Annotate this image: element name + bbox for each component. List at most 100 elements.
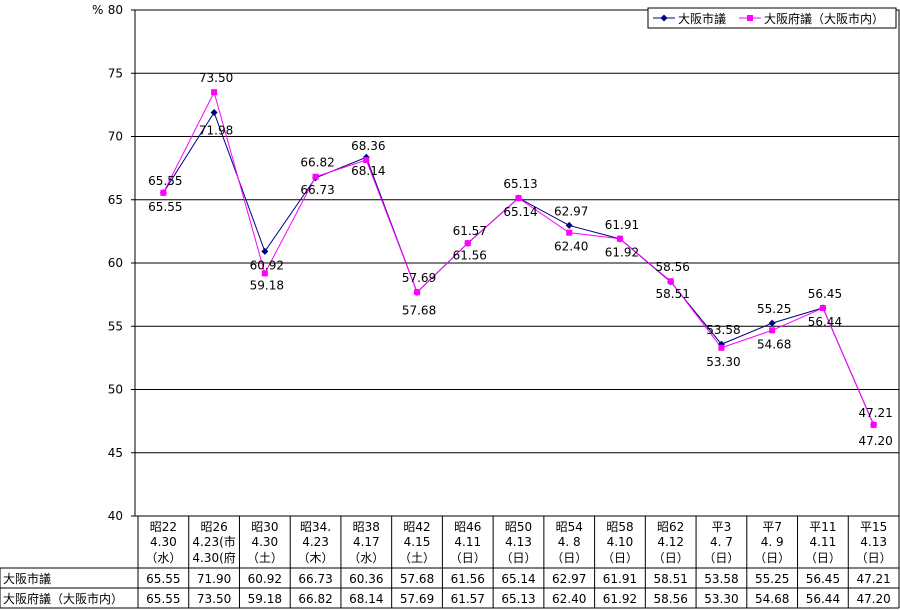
- category-label: （日）: [703, 551, 739, 565]
- y-tick-label: 65: [108, 193, 123, 207]
- data-label: 54.68: [757, 337, 791, 351]
- table-cell: 47.20: [856, 592, 890, 606]
- category-label: 昭58: [606, 520, 633, 534]
- category-label: 4.10: [607, 535, 634, 549]
- table-cell: 60.36: [349, 572, 383, 586]
- y-tick-label: 60: [108, 256, 123, 270]
- category-label: （水）: [145, 551, 181, 565]
- data-point-diamond: [565, 221, 573, 229]
- data-label: 68.14: [351, 164, 385, 178]
- table-cell: 53.58: [704, 572, 738, 586]
- table-cell: 53.30: [704, 592, 738, 606]
- data-point-square: [211, 89, 218, 96]
- data-point-square: [515, 195, 522, 202]
- category-label: 4.15: [404, 535, 431, 549]
- legend-swatch-square: [747, 15, 753, 21]
- category-label: （日）: [805, 551, 841, 565]
- data-label: 56.45: [808, 287, 842, 301]
- category-label: （日）: [500, 551, 536, 565]
- table-cell: 57.68: [400, 572, 434, 586]
- category-label: 平7: [762, 520, 782, 534]
- table-cell: 71.90: [197, 572, 231, 586]
- category-label: （土）: [247, 551, 283, 565]
- data-label: 58.51: [656, 287, 690, 301]
- data-point-square: [363, 157, 370, 164]
- y-unit-label: %: [92, 3, 103, 17]
- category-label: 平3: [712, 520, 732, 534]
- data-point-square: [160, 189, 167, 196]
- y-tick-label: 45: [108, 446, 123, 460]
- table-cell: 65.13: [501, 592, 535, 606]
- table-cell: 65.55: [146, 592, 180, 606]
- table-cell: 54.68: [755, 592, 789, 606]
- data-point-square: [819, 305, 826, 312]
- category-label: 昭54: [556, 520, 583, 534]
- data-label: 58.56: [656, 260, 690, 274]
- table-cell: 55.25: [755, 572, 789, 586]
- category-label: 4.12: [657, 535, 684, 549]
- data-label: 73.50: [199, 71, 233, 85]
- data-label: 61.92: [605, 246, 639, 260]
- legend-label: 大阪市議: [678, 11, 726, 26]
- table-cell: 59.18: [248, 592, 282, 606]
- data-label: 71.98: [199, 123, 233, 137]
- data-point-square: [312, 173, 319, 180]
- category-label: 昭26: [200, 520, 227, 534]
- y-tick-label: 80: [108, 3, 123, 17]
- data-point-square: [464, 240, 471, 247]
- y-tick-label: 75: [108, 66, 123, 80]
- table-cell: 66.73: [298, 572, 332, 586]
- category-label: 昭50: [505, 520, 532, 534]
- category-label: （日）: [551, 551, 587, 565]
- data-label: 56.44: [808, 315, 842, 329]
- category-label: 4.30: [150, 535, 177, 549]
- data-label: 53.58: [706, 323, 740, 337]
- table-cell: 61.57: [451, 592, 485, 606]
- category-label: 昭42: [403, 520, 430, 534]
- data-point-diamond: [768, 319, 776, 327]
- category-label: （日）: [653, 551, 689, 565]
- category-label: 平11: [809, 520, 836, 534]
- data-label: 53.30: [706, 355, 740, 369]
- data-point-square: [667, 278, 674, 285]
- table-cell: 65.14: [501, 572, 535, 586]
- table-cell: 60.92: [248, 572, 282, 586]
- data-label: 68.36: [351, 139, 385, 153]
- category-label: 4. 9: [761, 535, 784, 549]
- category-label: 4.13: [860, 535, 887, 549]
- data-label: 66.82: [300, 156, 334, 170]
- category-label: 4.23: [302, 535, 329, 549]
- table-cell: 61.56: [451, 572, 485, 586]
- category-label: （日）: [602, 551, 638, 565]
- y-tick-label: 55: [108, 319, 123, 333]
- table-cell: 61.92: [603, 592, 637, 606]
- category-label: 4.13: [505, 535, 532, 549]
- data-label: 66.73: [300, 183, 334, 197]
- data-point-square: [718, 344, 725, 351]
- data-point-square: [616, 235, 623, 242]
- data-label: 65.55: [148, 200, 182, 214]
- data-label: 47.21: [858, 406, 892, 420]
- data-point-square: [261, 270, 268, 277]
- table-cell: 58.51: [654, 572, 688, 586]
- data-label: 62.40: [554, 240, 588, 254]
- category-label: 4. 8: [558, 535, 581, 549]
- data-label: 61.91: [605, 218, 639, 232]
- category-label: 4.23(市: [192, 534, 235, 549]
- table-cell: 62.97: [552, 572, 586, 586]
- category-label: 平15: [860, 520, 887, 534]
- category-label: （土）: [399, 551, 435, 565]
- y-tick-label: 50: [108, 383, 123, 397]
- table-row-header: 大阪府議（大阪市内）: [3, 591, 123, 606]
- table-cell: 58.56: [654, 592, 688, 606]
- data-label: 65.55: [148, 174, 182, 188]
- table-cell: 56.44: [806, 592, 840, 606]
- table-cell: 73.50: [197, 592, 231, 606]
- category-label: 昭46: [454, 520, 481, 534]
- category-label: 昭34.: [300, 520, 331, 534]
- table-cell: 66.82: [298, 592, 332, 606]
- data-label: 59.18: [250, 278, 284, 292]
- category-label: （水）: [348, 551, 384, 565]
- category-label: 4.11: [810, 535, 837, 549]
